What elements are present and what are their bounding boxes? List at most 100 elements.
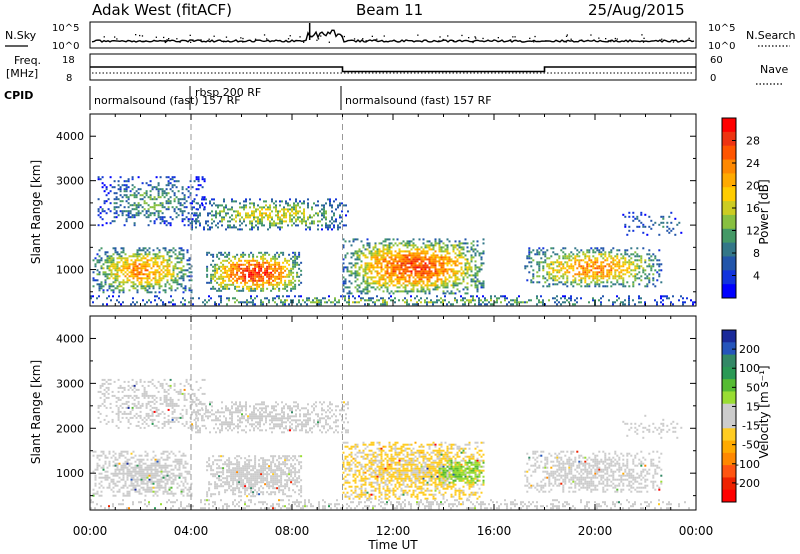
nave-label: Nave <box>760 63 788 76</box>
data-cell <box>166 271 169 274</box>
data-cell <box>480 262 483 265</box>
data-cell <box>268 265 271 268</box>
data-cell <box>175 196 178 199</box>
data-cell <box>398 266 401 269</box>
data-cell <box>362 274 365 277</box>
data-cell <box>172 265 175 268</box>
data-cell <box>420 264 423 267</box>
data-cell <box>386 288 389 291</box>
data-cell <box>126 474 129 477</box>
data-cell <box>104 462 107 465</box>
data-cell <box>270 289 273 292</box>
data-cell <box>134 261 137 264</box>
data-cell <box>640 221 643 224</box>
data-cell <box>566 269 569 272</box>
data-cell <box>268 275 271 278</box>
data-cell <box>181 214 184 217</box>
nsearch-dot <box>376 38 378 40</box>
data-cell <box>135 204 138 207</box>
data-cell <box>301 222 303 225</box>
data-cell <box>404 262 407 265</box>
data-cell <box>554 283 557 286</box>
data-cell <box>114 247 117 250</box>
data-cell <box>558 261 561 264</box>
data-cell <box>112 267 115 270</box>
data-cell <box>140 466 143 469</box>
data-cell <box>576 255 579 258</box>
data-cell <box>588 269 591 272</box>
data-cell <box>294 261 297 264</box>
data-cell <box>228 459 231 462</box>
data-cell <box>408 250 411 253</box>
data-cell <box>323 212 325 215</box>
data-cell <box>206 275 209 278</box>
data-cell <box>274 265 277 268</box>
data-cell <box>124 494 127 497</box>
data-cell <box>108 295 110 298</box>
data-cell <box>444 244 447 247</box>
data-cell <box>142 488 145 491</box>
data-cell <box>96 468 99 471</box>
data-cell <box>482 284 485 287</box>
data-cell <box>122 289 125 292</box>
data-cell <box>284 281 287 284</box>
data-cell <box>120 486 123 489</box>
data-cell <box>213 220 215 223</box>
data-cell <box>133 196 136 199</box>
data-cell <box>108 267 111 270</box>
data-cell <box>125 214 128 217</box>
data-cell <box>262 275 265 278</box>
data-cell <box>384 256 387 259</box>
data-cell <box>186 488 189 491</box>
data-cell <box>422 270 425 273</box>
data-cell <box>264 271 267 274</box>
data-cell <box>138 484 141 487</box>
data-cell <box>136 257 139 260</box>
data-cell <box>634 267 637 270</box>
data-cell <box>584 275 587 278</box>
data-cell <box>321 218 323 221</box>
data-cell <box>560 269 563 272</box>
data-cell <box>660 263 663 266</box>
data-cell <box>378 282 381 285</box>
data-cell <box>246 465 249 468</box>
data-cell <box>446 278 449 281</box>
data-cell <box>226 489 229 492</box>
data-cell <box>368 246 371 249</box>
data-cell <box>225 206 227 209</box>
data-cell <box>274 279 277 282</box>
data-cell <box>376 266 379 269</box>
data-cell <box>237 212 239 215</box>
data-cell <box>294 257 297 260</box>
data-cell <box>144 466 147 469</box>
data-cell <box>106 277 109 280</box>
data-cell <box>466 262 469 265</box>
data-cell <box>236 263 239 266</box>
data-cell <box>134 283 137 286</box>
data-cell <box>164 482 167 485</box>
data-cell <box>418 252 421 255</box>
data-cell <box>164 273 167 276</box>
data-cell <box>474 264 477 267</box>
data-cell <box>600 269 603 272</box>
data-cell <box>259 206 261 209</box>
data-cell <box>482 286 485 289</box>
data-cell <box>164 484 167 487</box>
data-cell <box>236 265 239 268</box>
data-cell <box>110 456 113 459</box>
data-cell <box>564 281 567 284</box>
data-cell <box>600 255 603 258</box>
data-cell <box>424 292 427 295</box>
data-cell <box>140 267 143 270</box>
data-cell <box>660 297 662 300</box>
data-cell <box>148 480 151 483</box>
data-cell <box>246 475 249 478</box>
data-cell <box>406 270 409 273</box>
data-cell <box>206 465 209 468</box>
data-cell <box>316 297 318 300</box>
data-cell <box>162 257 165 260</box>
data-cell <box>170 476 173 479</box>
data-cell <box>402 258 405 261</box>
data-cell <box>346 270 349 273</box>
data-cell <box>235 200 237 203</box>
